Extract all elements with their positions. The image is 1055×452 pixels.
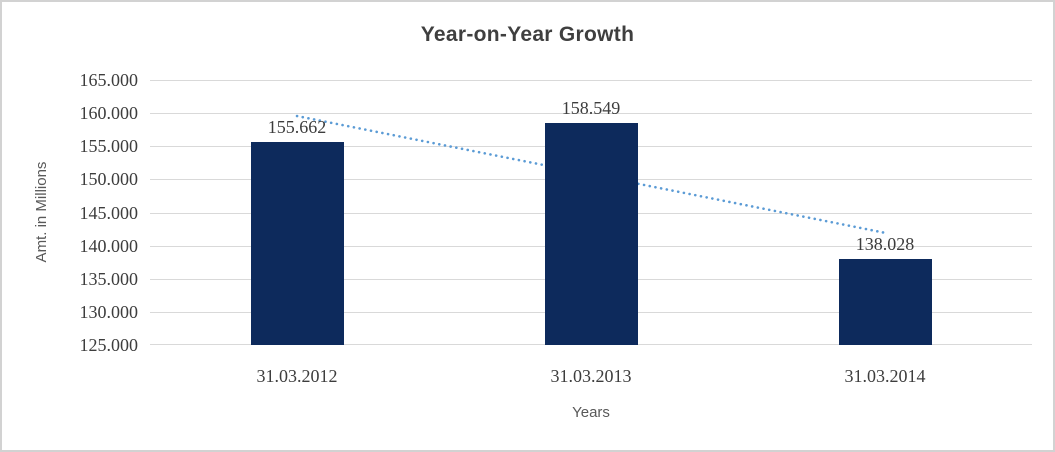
y-tick-label: 160.000: [79, 103, 139, 124]
trendline: [295, 114, 887, 235]
y-tick-label: 130.000: [79, 301, 139, 322]
y-tick-label: 140.000: [79, 235, 139, 256]
bar: [544, 122, 638, 345]
data-label: 138.028: [855, 233, 915, 254]
y-tick-label: 125.000: [79, 335, 139, 355]
chart-title: Year-on-Year Growth: [420, 23, 635, 46]
y-tick-label: 155.000: [79, 136, 139, 157]
data-label: 155.662: [267, 116, 327, 137]
data-label: 158.549: [561, 97, 621, 118]
x-category-label: 31.03.2014: [844, 366, 926, 386]
y-tick-label: 150.000: [79, 169, 139, 190]
y-tick-label: 165.000: [79, 70, 139, 90]
y-tick-label: 145.000: [79, 202, 139, 223]
gridline: [150, 80, 1032, 81]
x-category-label: 31.03.2012: [256, 366, 338, 386]
gridline: [150, 113, 1032, 115]
bar: [838, 258, 932, 345]
x-category-label: 31.03.2013: [550, 366, 632, 386]
plot-area: [150, 80, 1032, 345]
x-axis-title: Years: [572, 404, 610, 421]
y-tick-label: 135.000: [79, 268, 139, 289]
bar: [250, 141, 344, 345]
